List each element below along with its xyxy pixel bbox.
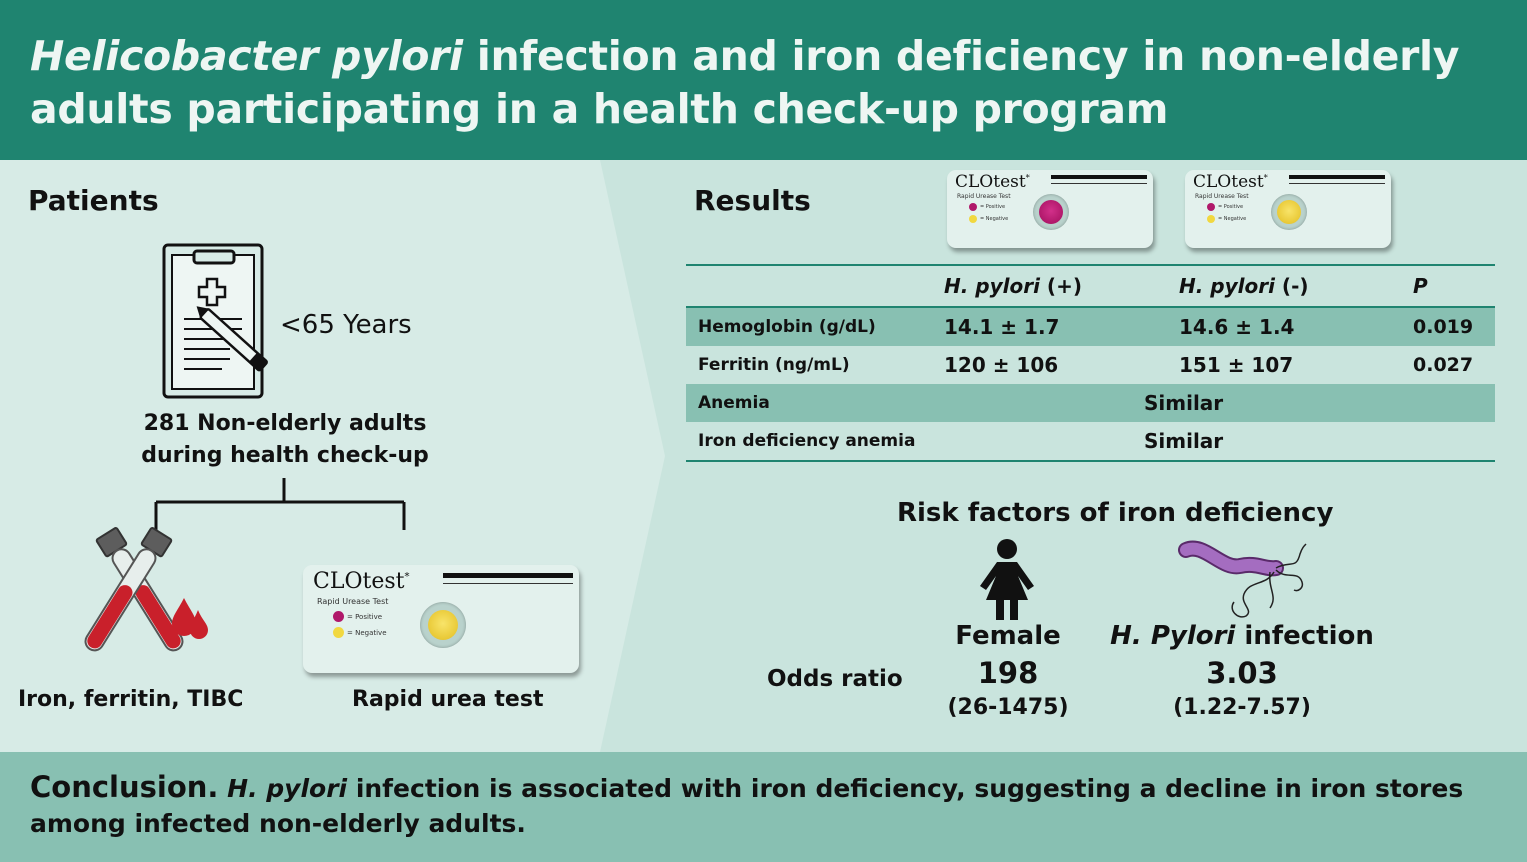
female-icon: [980, 539, 1034, 620]
clotest-brand: CLOtest*: [313, 569, 410, 594]
iron-tests-label: Iron, ferritin, TIBC: [18, 687, 244, 712]
odds-ratio-label: Odds ratio: [767, 666, 903, 692]
hpylori-label: H. Pylori infection: [1110, 621, 1374, 651]
clotest-card-icon: CLOtest* Rapid Urease Test = Positive = …: [303, 565, 579, 673]
cell-negative: 14.6 ± 1.4: [1179, 315, 1295, 339]
cell-positive: 120 ± 106: [944, 353, 1059, 377]
age-criterion: <65 Years: [280, 310, 412, 340]
negative-dot-icon: [1207, 215, 1215, 223]
cohort-description: 281 Non-elderly adults during health che…: [130, 408, 440, 472]
row-label: Ferritin (ng/mL): [698, 355, 850, 375]
results-heading: Results: [694, 184, 811, 217]
clotest-bar: [443, 573, 573, 578]
conclusion-heading: Conclusion.: [30, 770, 219, 804]
clotest-negative-legend: = Negative: [1207, 215, 1246, 223]
positive-dot-icon: [969, 203, 977, 211]
cell-positive: 14.1 ± 1.7: [944, 315, 1060, 339]
clotest-positive-legend: = Positive: [333, 611, 382, 622]
clotest-positive-card-icon: CLOtest* Rapid Urease Test = Positive = …: [947, 170, 1153, 248]
clotest-subtitle: Rapid Urease Test: [957, 193, 1011, 200]
row-label: Hemoglobin (g/dL): [698, 317, 876, 337]
clotest-subtitle: Rapid Urease Test: [317, 597, 389, 606]
rapid-urea-test-label: Rapid urea test: [352, 687, 544, 712]
cell-p: 0.019: [1413, 316, 1474, 338]
clotest-positive-legend: = Positive: [969, 203, 1005, 211]
female-confidence-interval: (26-1475): [947, 695, 1069, 720]
clotest-line: [1051, 183, 1147, 184]
row-label: Iron deficiency anemia: [698, 431, 916, 451]
header-p-value: P: [1413, 265, 1495, 308]
clotest-brand: CLOtest*: [955, 172, 1030, 192]
clotest-line: [1289, 183, 1385, 184]
title-italic: Helicobacter pylori: [30, 32, 463, 80]
hpylori-risk-column: H. Pylori infection 3.03 (1.22-7.57): [1100, 618, 1384, 724]
conclusion-footer: Conclusion. H. pylori infection is assoc…: [0, 752, 1527, 862]
table-header-row: H. pylori (+) H. pylori (-) P: [686, 265, 1495, 308]
clotest-well-positive: [1033, 194, 1069, 230]
cohort-line-1: 281 Non-elderly adults: [143, 411, 427, 436]
female-risk-column: Female 198 (26-1475): [918, 618, 1098, 724]
patients-heading: Patients: [28, 184, 159, 217]
table-row: Ferritin (ng/mL) 120 ± 106 151 ± 107 0.0…: [686, 346, 1495, 384]
branch-connector: [154, 478, 406, 530]
clotest-brand: CLOtest*: [1193, 172, 1268, 192]
hpylori-odds-ratio: 3.03: [1206, 656, 1278, 690]
header-hpylori-negative: H. pylori (-): [1179, 265, 1413, 308]
cell-similar: Similar: [1144, 429, 1224, 453]
female-label: Female: [955, 621, 1061, 651]
clotest-bar: [1051, 175, 1147, 179]
row-label: Anemia: [698, 393, 770, 413]
conclusion-italic: H. pylori: [227, 774, 348, 803]
table-row: Hemoglobin (g/dL) 14.1 ± 1.7 14.6 ± 1.4 …: [686, 307, 1495, 346]
header-banner: Helicobacter pylori infection and iron d…: [0, 0, 1527, 160]
clotest-negative-legend: = Negative: [333, 627, 387, 638]
hpylori-bacterium-icon: [1178, 540, 1307, 618]
negative-dot-icon: [333, 627, 344, 638]
clotest-positive-legend: = Positive: [1207, 203, 1243, 211]
page-title: Helicobacter pylori infection and iron d…: [30, 30, 1500, 136]
header-hpylori-positive: H. pylori (+): [944, 265, 1179, 308]
conclusion-body: infection is associated with iron defici…: [30, 774, 1464, 838]
clipboard-icon: [162, 243, 268, 399]
clotest-negative-legend: = Negative: [969, 215, 1008, 223]
table-row: Anemia Similar: [686, 384, 1495, 422]
clotest-well-negative: [420, 602, 466, 648]
hpylori-confidence-interval: (1.22-7.57): [1173, 695, 1311, 720]
cell-similar: Similar: [1144, 391, 1224, 415]
clotest-negative-card-icon: CLOtest* Rapid Urease Test = Positive = …: [1185, 170, 1391, 248]
cell-p: 0.027: [1413, 354, 1474, 376]
negative-dot-icon: [969, 215, 977, 223]
title-rest: infection and iron deficiency in non-eld…: [30, 32, 1460, 133]
clotest-line: [443, 583, 573, 584]
results-table: H. pylori (+) H. pylori (-) P Hemoglobin…: [686, 264, 1495, 462]
cell-negative: 151 ± 107: [1179, 353, 1294, 377]
clotest-well-negative: [1271, 194, 1307, 230]
risk-factors-heading: Risk factors of iron deficiency: [897, 498, 1334, 528]
cohort-line-2: during health check-up: [141, 443, 429, 468]
conclusion-text: Conclusion. H. pylori infection is assoc…: [30, 770, 1500, 841]
clotest-bar: [1289, 175, 1385, 179]
blood-tubes-icon: [84, 527, 208, 652]
positive-dot-icon: [1207, 203, 1215, 211]
female-odds-ratio: 198: [977, 656, 1039, 690]
table-row: Iron deficiency anemia Similar: [686, 422, 1495, 461]
positive-dot-icon: [333, 611, 344, 622]
header-empty: [686, 265, 944, 308]
clotest-subtitle: Rapid Urease Test: [1195, 193, 1249, 200]
